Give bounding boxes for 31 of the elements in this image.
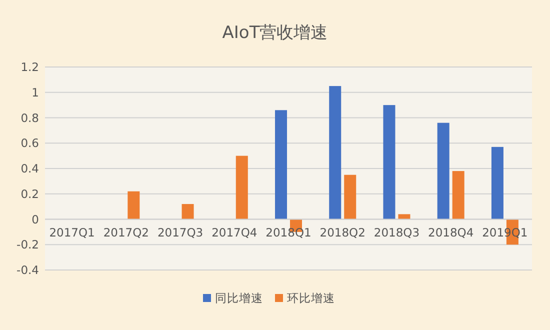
bar [383, 105, 396, 220]
x-tick-label: 2018Q2 [320, 225, 366, 240]
x-tick-label: 2018Q1 [266, 225, 312, 240]
legend-label: 同比增速 [215, 291, 263, 305]
bar [236, 156, 248, 220]
y-tick-label: -0.2 [16, 238, 39, 252]
legend-label: 环比增速 [287, 291, 335, 305]
y-tick-label: 0.8 [20, 110, 39, 125]
x-tick-label: 2018Q4 [428, 225, 474, 240]
x-tick-label: 2017Q2 [103, 225, 149, 240]
bar [491, 146, 504, 220]
x-tick-label: 2018Q3 [374, 225, 420, 240]
bar [275, 110, 287, 220]
bar [182, 204, 194, 220]
bar [344, 174, 356, 220]
y-tick-label: -0.4 [16, 263, 39, 277]
bar [452, 171, 464, 220]
bar [128, 191, 140, 220]
y-tick-label: 0.4 [20, 162, 39, 176]
y-tick-label: 1 [32, 85, 39, 100]
chart-title: AIoT营收增速 [222, 23, 328, 43]
y-tick-label: 0.6 [20, 136, 39, 150]
y-tick-label: 1.2 [20, 60, 39, 74]
x-tick-label: 2017Q4 [212, 225, 258, 240]
y-tick-label: 0 [32, 212, 39, 226]
x-tick-label: 2017Q1 [49, 225, 95, 240]
bar [329, 86, 342, 220]
bar [437, 122, 450, 220]
y-tick-label: 0.2 [20, 186, 39, 201]
x-tick-label: 2017Q3 [157, 225, 204, 240]
bar [398, 214, 410, 220]
